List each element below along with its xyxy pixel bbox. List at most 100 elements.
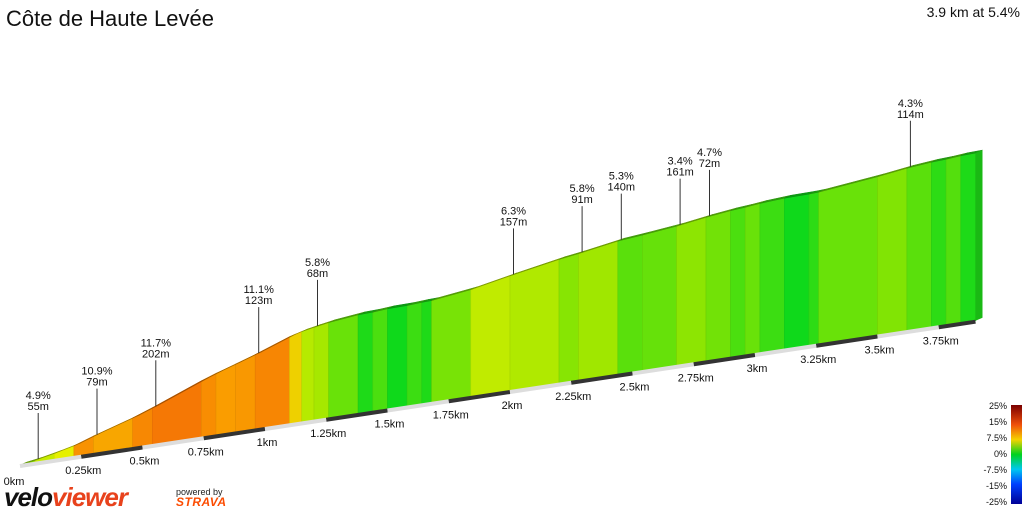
gradient-segments bbox=[19, 152, 976, 466]
distance-tick-labels: 0km 0.25km 0.5km 0.75km 1km 1.25km 1.5km 1.75km… bbox=[4, 335, 959, 488]
segment-annotations: 4.9%55m 10.9%79m 11.7%202m 11.1%123m 5.8%68m… bbox=[26, 98, 924, 459]
gradient-segment bbox=[705, 210, 731, 362]
distance-tick-label: 2.25km bbox=[555, 391, 591, 403]
gradient-segment bbox=[759, 197, 785, 354]
distance-axis-bar bbox=[632, 362, 695, 376]
distance-tick-label: 3.5km bbox=[865, 345, 895, 357]
annotation-length: 79m bbox=[86, 377, 107, 389]
gradient-legend: 25% 15% 7.5% 0% -7.5% -15% -25% bbox=[983, 401, 1022, 507]
gradient-segment bbox=[372, 308, 388, 413]
veloviewer-logo: veloviewer bbox=[4, 482, 128, 512]
distance-axis-bar bbox=[325, 408, 388, 422]
annotation-gradient: 4.7% bbox=[697, 147, 722, 159]
distance-tick-label: 3.75km bbox=[923, 335, 959, 347]
distance-axis-bar bbox=[877, 325, 940, 339]
gradient-segment bbox=[808, 191, 820, 347]
profile-top-edge bbox=[19, 149, 983, 466]
gradient-segment bbox=[301, 326, 315, 423]
gradient-segment bbox=[328, 314, 359, 419]
distance-axis-bar bbox=[448, 390, 511, 404]
annotation-length: 55m bbox=[27, 401, 48, 413]
distance-tick-label: 1.75km bbox=[433, 409, 469, 421]
annotation-length: 140m bbox=[608, 182, 636, 194]
climb-summary: 3.9 km at 5.4% bbox=[926, 4, 1020, 20]
gradient-segment bbox=[945, 155, 962, 326]
legend-label: 25% bbox=[989, 401, 1007, 411]
distance-tick-label: 2km bbox=[502, 400, 523, 412]
annotation-length: 68m bbox=[307, 268, 328, 280]
gradient-segment bbox=[509, 259, 560, 392]
annotation-length: 161m bbox=[666, 167, 694, 179]
legend-label: 15% bbox=[989, 417, 1007, 427]
distance-axis-bar bbox=[80, 445, 143, 459]
legend-label: -25% bbox=[986, 497, 1007, 507]
distance-tick-label: 2.5km bbox=[620, 382, 650, 394]
distance-axis-bar bbox=[570, 371, 633, 385]
distance-axis-bar bbox=[142, 436, 205, 450]
annotation-gradient: 3.4% bbox=[668, 156, 693, 168]
distance-axis-bar bbox=[509, 380, 572, 394]
powered-by-text: powered by bbox=[176, 487, 223, 497]
annotation-length: 114m bbox=[897, 109, 924, 121]
distance-axis bbox=[19, 319, 976, 468]
gradient-segment bbox=[641, 225, 677, 372]
gradient-segment bbox=[215, 363, 236, 436]
gradient-segment bbox=[818, 176, 878, 345]
gradient-segment bbox=[357, 311, 374, 415]
annotation-gradient: 4.3% bbox=[898, 98, 923, 110]
distance-tick-label: 1km bbox=[257, 437, 278, 449]
annotation-gradient: 11.7% bbox=[141, 337, 172, 349]
gradient-segment bbox=[877, 167, 908, 336]
distance-axis-bar bbox=[693, 353, 756, 367]
annotation-length: 91m bbox=[571, 194, 592, 206]
distance-axis-bar bbox=[264, 417, 327, 431]
annotation-length: 123m bbox=[245, 295, 273, 307]
legend-label: -15% bbox=[986, 481, 1007, 491]
gradient-segment bbox=[784, 193, 810, 350]
distance-tick-label: 0.5km bbox=[130, 456, 160, 468]
distance-tick-label: 0.25km bbox=[65, 465, 101, 477]
legend-label: -7.5% bbox=[983, 465, 1007, 475]
gradient-segment bbox=[730, 206, 746, 359]
distance-axis-bar bbox=[387, 399, 450, 413]
distance-tick-label: 1.5km bbox=[375, 419, 405, 431]
gradient-segment bbox=[387, 305, 408, 410]
gradient-segment bbox=[289, 331, 303, 425]
annotation-gradient: 6.3% bbox=[501, 205, 526, 217]
annotation-length: 202m bbox=[142, 348, 170, 360]
gradient-segment bbox=[906, 161, 932, 332]
distance-axis-bar bbox=[754, 343, 817, 357]
distance-tick-label: 1.25km bbox=[310, 428, 346, 440]
gradient-segment bbox=[254, 336, 290, 430]
strava-logo: powered by STRAVA bbox=[176, 487, 227, 509]
distance-tick-label: 3.25km bbox=[800, 354, 836, 366]
gradient-segment bbox=[235, 354, 256, 433]
gradient-segment bbox=[421, 300, 432, 405]
logo-viewer-text: viewer bbox=[52, 482, 128, 512]
legend-color-bar bbox=[1011, 405, 1022, 504]
distance-axis-bar bbox=[19, 454, 82, 468]
annotation-length: 72m bbox=[699, 158, 720, 170]
annotation-gradient: 5.3% bbox=[609, 171, 634, 183]
distance-axis-bar bbox=[815, 334, 878, 348]
gradient-segment bbox=[470, 275, 511, 398]
annotation-gradient: 4.9% bbox=[26, 390, 51, 402]
gradient-segment bbox=[431, 289, 472, 404]
gradient-segment bbox=[744, 203, 761, 356]
distance-tick-label: 0.75km bbox=[188, 446, 224, 458]
gradient-segment bbox=[578, 240, 619, 381]
annotation-gradient: 11.1% bbox=[244, 284, 275, 296]
annotation-gradient: 5.8% bbox=[305, 257, 330, 269]
distance-axis-bar bbox=[203, 427, 266, 441]
gradient-segment bbox=[676, 216, 707, 367]
legend-label: 7.5% bbox=[986, 433, 1007, 443]
logo-velo-text: velo bbox=[4, 482, 53, 512]
profile-end-face bbox=[975, 150, 983, 321]
distance-tick-label: 2.75km bbox=[678, 372, 714, 384]
distance-tick-label: 0km bbox=[4, 476, 25, 488]
annotation-gradient: 10.9% bbox=[81, 366, 112, 378]
strava-text: STRAVA bbox=[176, 495, 227, 509]
annotation-length: 157m bbox=[500, 216, 528, 228]
gradient-segment bbox=[201, 372, 217, 438]
gradient-segment bbox=[132, 407, 153, 449]
